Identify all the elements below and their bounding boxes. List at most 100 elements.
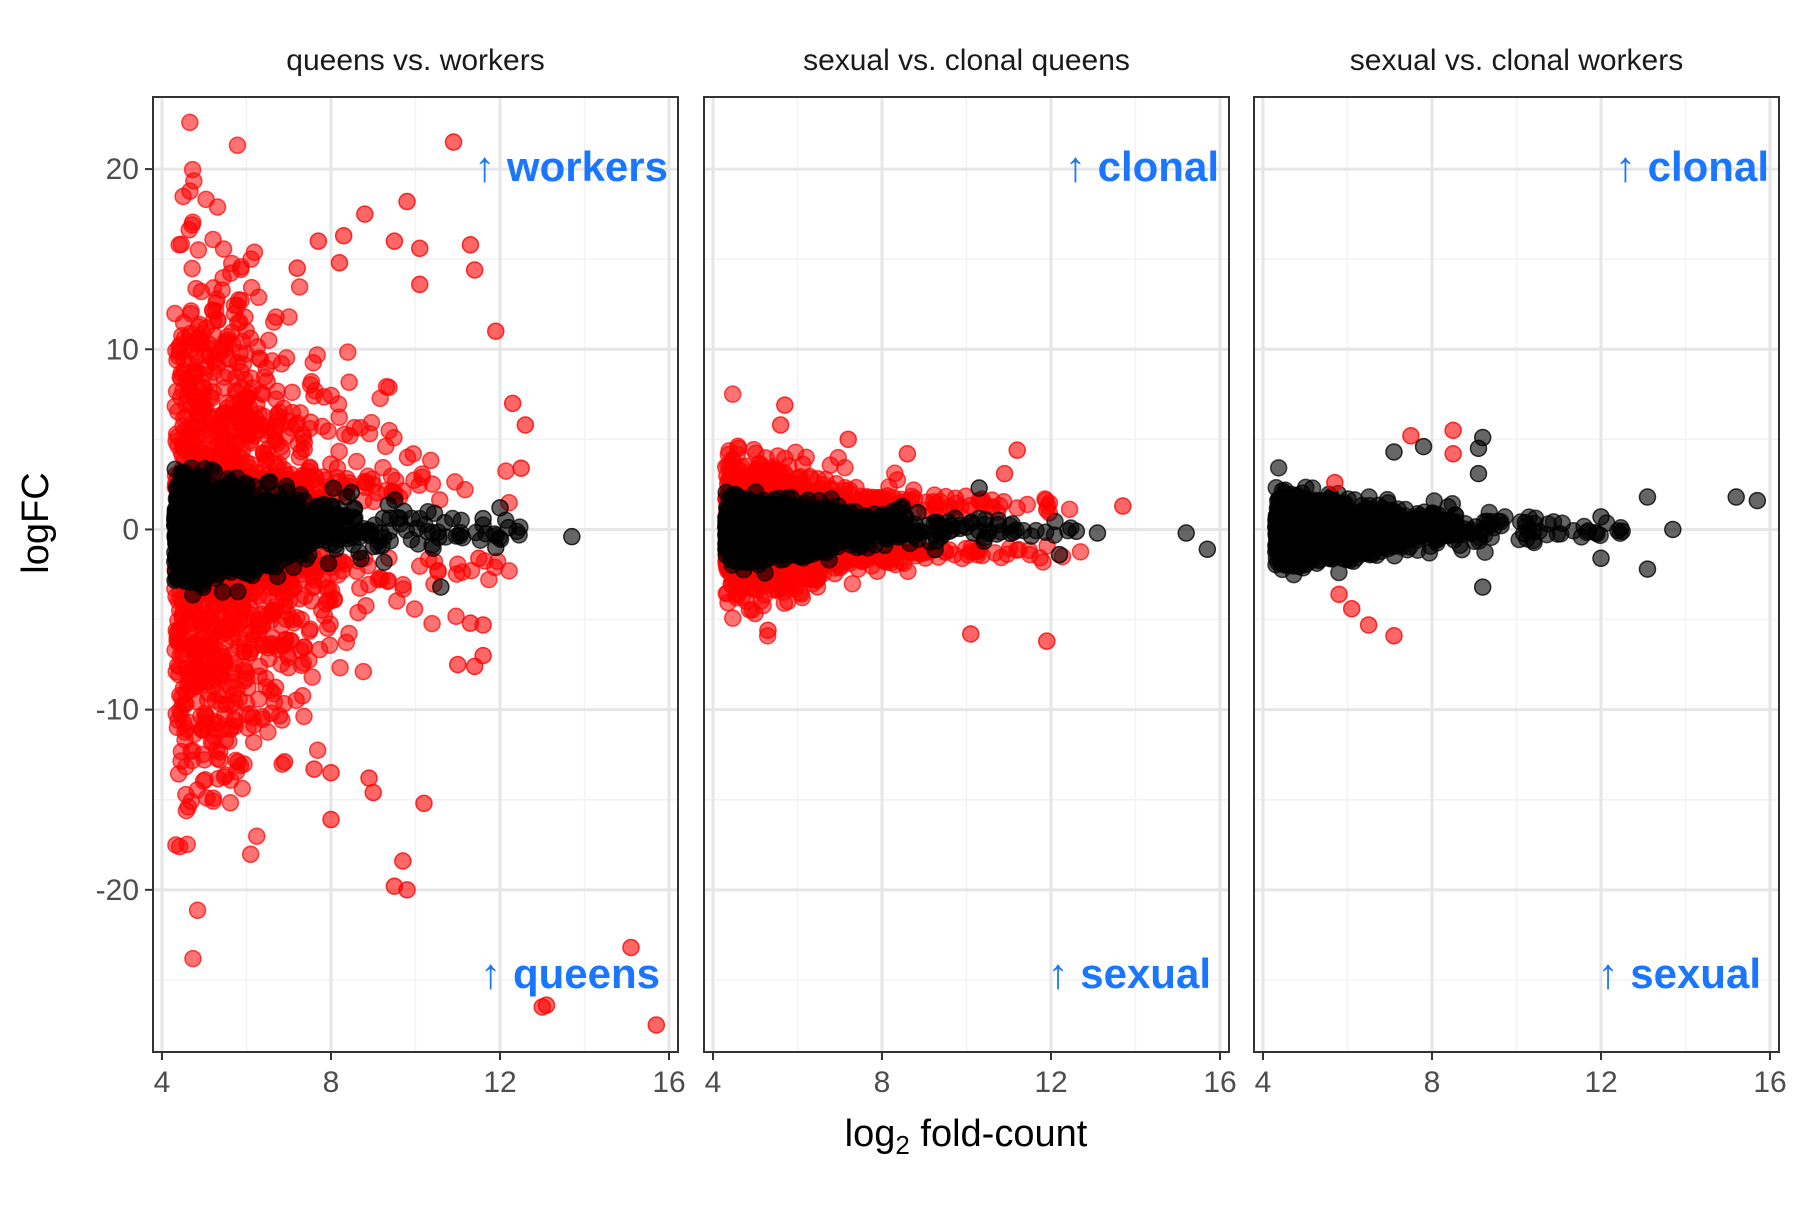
data-point-significant — [358, 598, 374, 614]
data-point-significant — [331, 409, 347, 425]
data-point-significant — [242, 330, 258, 346]
data-point-significant — [195, 401, 211, 417]
data-point-significant — [341, 374, 357, 390]
data-point-significant — [346, 420, 362, 436]
data-point-not-significant — [296, 523, 312, 539]
data-point-significant — [725, 610, 741, 626]
data-point-significant — [1019, 496, 1035, 512]
data-point-significant — [271, 404, 287, 420]
data-point-not-significant — [376, 529, 392, 545]
data-point-significant — [446, 134, 462, 150]
data-point-significant — [725, 386, 741, 402]
data-point-significant — [296, 708, 312, 724]
data-point-significant — [361, 577, 377, 593]
data-point-significant — [414, 469, 430, 485]
data-point-significant — [167, 642, 183, 658]
data-point-significant — [777, 450, 793, 466]
data-point-not-significant — [239, 502, 255, 518]
data-point-significant — [467, 262, 483, 278]
data-point-not-significant — [179, 555, 195, 571]
data-point-significant — [289, 260, 305, 276]
data-point-not-significant — [250, 529, 266, 545]
panel-2: sexual vs. clonal queens↑ clonal↑ sexual… — [704, 44, 1237, 1099]
data-point-significant — [181, 222, 197, 238]
data-point-not-significant — [187, 535, 203, 551]
data-point-significant — [332, 660, 348, 676]
data-point-significant — [467, 658, 483, 674]
data-point-significant — [481, 572, 497, 588]
data-point-significant — [251, 691, 267, 707]
data-point-significant — [372, 390, 388, 406]
data-point-significant — [399, 194, 415, 210]
data-point-significant — [381, 423, 397, 439]
data-point-significant — [822, 457, 838, 473]
data-point-significant — [216, 443, 232, 459]
data-point-not-significant — [488, 539, 504, 555]
data-point-significant — [303, 414, 319, 430]
data-point-not-significant — [420, 504, 436, 520]
panel-title: queens vs. workers — [286, 44, 544, 77]
data-point-significant — [234, 380, 250, 396]
data-point-significant — [210, 657, 226, 673]
x-tick-label: 8 — [323, 1066, 340, 1099]
data-point-significant — [475, 617, 491, 633]
data-point-significant — [331, 443, 347, 459]
data-point-not-significant — [472, 532, 488, 548]
data-point-significant — [448, 608, 464, 624]
data-point-significant — [310, 742, 326, 758]
data-point-not-significant — [230, 584, 246, 600]
data-point-not-significant — [167, 461, 183, 477]
data-point-significant — [190, 902, 206, 918]
data-point-significant — [412, 240, 428, 256]
data-point-significant — [229, 137, 245, 153]
data-point-significant — [932, 494, 948, 510]
data-point-significant — [310, 233, 326, 249]
data-point-not-significant — [177, 573, 193, 589]
data-point-significant — [395, 853, 411, 869]
data-point-not-significant — [223, 540, 239, 556]
data-point-significant — [194, 721, 210, 737]
data-point-significant — [412, 558, 428, 574]
data-point-significant — [412, 276, 428, 292]
data-point-significant — [309, 347, 325, 363]
data-point-significant — [331, 255, 347, 271]
data-point-significant — [216, 369, 232, 385]
annotation-top: ↑ workers — [474, 143, 668, 190]
data-point-significant — [209, 199, 225, 215]
data-point-significant — [230, 315, 246, 331]
data-point-significant — [205, 280, 221, 296]
data-point-significant — [193, 661, 209, 677]
data-point-significant — [180, 799, 196, 815]
data-point-significant — [226, 297, 242, 313]
data-point-not-significant — [389, 510, 405, 526]
data-point-significant — [182, 374, 198, 390]
data-point-significant — [261, 332, 277, 348]
x-tick-label: 12 — [483, 1066, 516, 1099]
data-point-significant — [424, 616, 440, 632]
data-point-significant — [183, 306, 199, 322]
data-point-not-significant — [192, 492, 208, 508]
data-point-significant — [175, 437, 191, 453]
data-point-significant — [235, 425, 251, 441]
data-point-significant — [205, 790, 221, 806]
data-point-significant — [319, 620, 335, 636]
data-point-significant — [262, 637, 278, 653]
data-point-significant — [751, 456, 767, 472]
data-point-significant — [177, 732, 193, 748]
data-point-significant — [399, 449, 415, 465]
data-point-significant — [245, 710, 261, 726]
data-point-significant — [648, 1017, 664, 1033]
data-point-significant — [340, 344, 356, 360]
data-point-significant — [224, 255, 240, 271]
data-point-significant — [235, 406, 251, 422]
data-point-not-significant — [352, 523, 368, 539]
data-point-significant — [168, 837, 184, 853]
data-point-significant — [210, 687, 226, 703]
data-point-not-significant — [327, 537, 343, 553]
data-point-significant — [1073, 544, 1089, 560]
data-point-not-significant — [376, 554, 392, 570]
data-point-not-significant — [220, 471, 236, 487]
data-point-significant — [774, 579, 790, 595]
data-point-significant — [837, 460, 853, 476]
data-point-significant — [795, 456, 811, 472]
